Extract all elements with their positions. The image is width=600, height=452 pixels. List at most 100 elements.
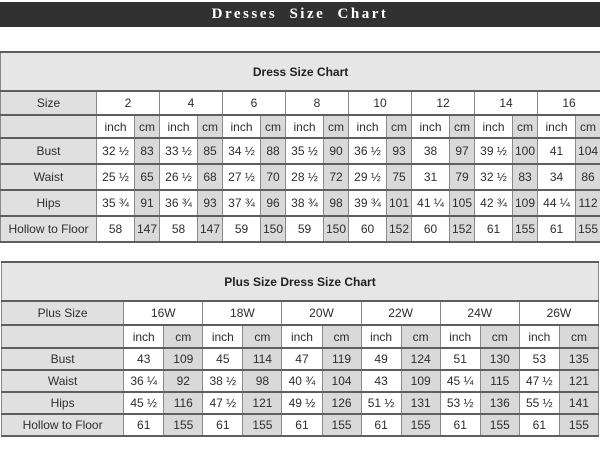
measurement-label: Hollow to Floor: [2, 414, 124, 436]
size-label-header: Plus Size: [2, 301, 124, 325]
measurement-value-inch: 42 ¾: [475, 190, 513, 216]
measurement-value-inch: 53: [519, 348, 559, 370]
unit-cm-header: cm: [261, 115, 286, 138]
unit-inch-header: inch: [440, 325, 480, 348]
measurement-value-inch: 44 ¼: [538, 190, 576, 216]
unit-inch-header: inch: [286, 115, 324, 138]
measurement-value-cm: 83: [513, 164, 538, 190]
measurement-value-inch: 41: [538, 138, 576, 164]
size-header: 16W: [124, 301, 203, 325]
unit-row-spacer: [1, 115, 97, 138]
measurement-value-cm: 155: [559, 414, 598, 436]
chart-title: Dress Size Chart: [1, 52, 600, 91]
measurement-value-inch: 34 ½: [223, 138, 261, 164]
measurement-value-cm: 155: [243, 414, 282, 436]
measurement-value-inch: 41 ¼: [412, 190, 450, 216]
measurement-value-inch: 60: [412, 216, 450, 242]
measurement-value-cm: 75: [387, 164, 412, 190]
size-header: 24W: [440, 301, 519, 325]
measurement-value-inch: 45: [203, 348, 243, 370]
measurement-value-inch: 47 ½: [203, 392, 243, 414]
measurement-value-cm: 152: [450, 216, 475, 242]
measurement-label: Bust: [1, 138, 97, 164]
unit-cm-header: cm: [164, 325, 203, 348]
measurement-value-cm: 109: [513, 190, 538, 216]
measurement-value-cm: 88: [261, 138, 286, 164]
measurement-value-cm: 83: [135, 138, 160, 164]
size-header: 18W: [203, 301, 282, 325]
measurement-value-inch: 39 ¾: [349, 190, 387, 216]
unit-inch-header: inch: [97, 115, 135, 138]
measurement-value-inch: 49: [361, 348, 401, 370]
measurement-value-cm: 100: [513, 138, 538, 164]
unit-cm-header: cm: [198, 115, 223, 138]
measurement-value-cm: 141: [559, 392, 598, 414]
unit-inch-header: inch: [519, 325, 559, 348]
measurement-value-inch: 59: [223, 216, 261, 242]
measurement-value-inch: 61: [475, 216, 513, 242]
measurement-label: Hips: [1, 190, 97, 216]
measurement-value-cm: 121: [559, 370, 598, 392]
measurement-value-inch: 38 ½: [203, 370, 243, 392]
measurement-value-cm: 70: [261, 164, 286, 190]
measurement-value-cm: 109: [164, 348, 203, 370]
measurement-value-inch: 43: [124, 348, 164, 370]
measurement-value-cm: 109: [401, 370, 440, 392]
measurement-value-cm: 119: [322, 348, 361, 370]
measurement-value-inch: 27 ½: [223, 164, 261, 190]
measurement-value-inch: 35 ½: [286, 138, 324, 164]
measurement-value-inch: 61: [519, 414, 559, 436]
unit-cm-header: cm: [324, 115, 349, 138]
unit-cm-header: cm: [135, 115, 160, 138]
measurement-value-inch: 37 ¾: [223, 190, 261, 216]
measurement-value-cm: 155: [164, 414, 203, 436]
measurement-value-cm: 135: [559, 348, 598, 370]
measurement-value-inch: 58: [160, 216, 198, 242]
measurement-value-cm: 155: [401, 414, 440, 436]
page-header: Dresses Size Chart: [0, 2, 600, 27]
measurement-value-inch: 47 ½: [519, 370, 559, 392]
measurement-value-inch: 51: [440, 348, 480, 370]
measurement-value-cm: 124: [401, 348, 440, 370]
measurement-value-inch: 58: [97, 216, 135, 242]
measurement-value-inch: 45 ¼: [440, 370, 480, 392]
measurement-value-inch: 51 ½: [361, 392, 401, 414]
measurement-value-cm: 115: [480, 370, 519, 392]
measurement-value-cm: 121: [243, 392, 282, 414]
measurement-value-inch: 25 ½: [97, 164, 135, 190]
measurement-value-cm: 136: [480, 392, 519, 414]
unit-cm-header: cm: [450, 115, 475, 138]
unit-cm-header: cm: [513, 115, 538, 138]
size-header: 4: [160, 91, 223, 115]
measurement-value-inch: 38 ¾: [286, 190, 324, 216]
measurement-value-cm: 65: [135, 164, 160, 190]
measurement-value-inch: 33 ½: [160, 138, 198, 164]
unit-inch-header: inch: [361, 325, 401, 348]
measurement-value-cm: 101: [387, 190, 412, 216]
measurement-value-inch: 26 ½: [160, 164, 198, 190]
measurement-value-cm: 72: [324, 164, 349, 190]
unit-cm-header: cm: [576, 115, 600, 138]
measurement-value-cm: 98: [243, 370, 282, 392]
unit-inch-header: inch: [124, 325, 164, 348]
size-header: 8: [286, 91, 349, 115]
measurement-label: Waist: [2, 370, 124, 392]
measurement-value-cm: 86: [576, 164, 600, 190]
size-header: 26W: [519, 301, 598, 325]
measurement-value-inch: 61: [124, 414, 164, 436]
measurement-value-cm: 92: [164, 370, 203, 392]
size-header: 16: [538, 91, 600, 115]
measurement-value-cm: 147: [198, 216, 223, 242]
measurement-value-cm: 131: [401, 392, 440, 414]
measurement-value-inch: 39 ½: [475, 138, 513, 164]
size-header: 10: [349, 91, 412, 115]
